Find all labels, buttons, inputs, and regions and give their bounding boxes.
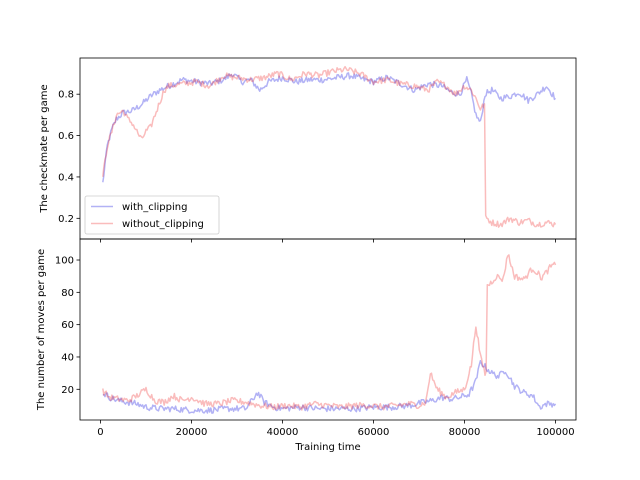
moves-y-tick-label: 40: [61, 352, 74, 363]
moves-plot-frame: [79, 238, 577, 421]
checkmate-y-tick-label: 0.4: [58, 172, 74, 183]
moves-x-tick-label: 40000: [267, 427, 299, 438]
moves-y-tick-label: 20: [61, 385, 74, 396]
moves-y-ticks: 20 40 60 80 100: [55, 256, 80, 396]
legend: with_clipping without_clipping: [84, 195, 220, 235]
legend-label-without-clipping: without_clipping: [122, 219, 204, 230]
checkmate-panel: 0.2 0.4 0.6 0.8 The checkmate per game with…: [39, 57, 577, 243]
moves-x-ticks: 0 20000 40000 60000 80000 100000: [97, 420, 575, 438]
moves-x-tick-label: 60000: [358, 427, 390, 438]
legend-box: [84, 195, 220, 235]
moves-x-tick-label: 20000: [176, 427, 208, 438]
checkmate-y-tick-label: 0.6: [58, 131, 74, 142]
checkmate-y-ticks: 0.2 0.4 0.6 0.8: [58, 90, 80, 225]
moves-x-tick-label: 0: [97, 427, 103, 438]
checkmate-y-axis-label: The checkmate per game: [39, 84, 50, 213]
moves-line-without-clipping: [102, 254, 557, 411]
checkmate-series-group: [102, 65, 557, 228]
x-axis-label: Training time: [294, 442, 360, 453]
moves-y-tick-label: 80: [61, 288, 74, 299]
moves-y-tick-label: 60: [61, 320, 74, 331]
checkmate-line-without-clipping: [102, 65, 557, 228]
checkmate-y-tick-label: 0.8: [58, 90, 74, 101]
moves-line-with-clipping: [102, 359, 557, 414]
moves-series-group: [102, 254, 557, 414]
checkmate-x-ticks: [100, 239, 556, 243]
moves-x-tick-label: 80000: [449, 427, 481, 438]
moves-y-tick-label: 100: [55, 256, 74, 267]
checkmate-y-tick-label: 0.2: [58, 214, 74, 225]
moves-x-tick-label: 100000: [536, 427, 574, 438]
legend-label-with-clipping: with_clipping: [122, 202, 187, 213]
moves-y-axis-label: The number of moves per game: [36, 249, 47, 411]
checkmate-line-with-clipping: [102, 72, 557, 183]
